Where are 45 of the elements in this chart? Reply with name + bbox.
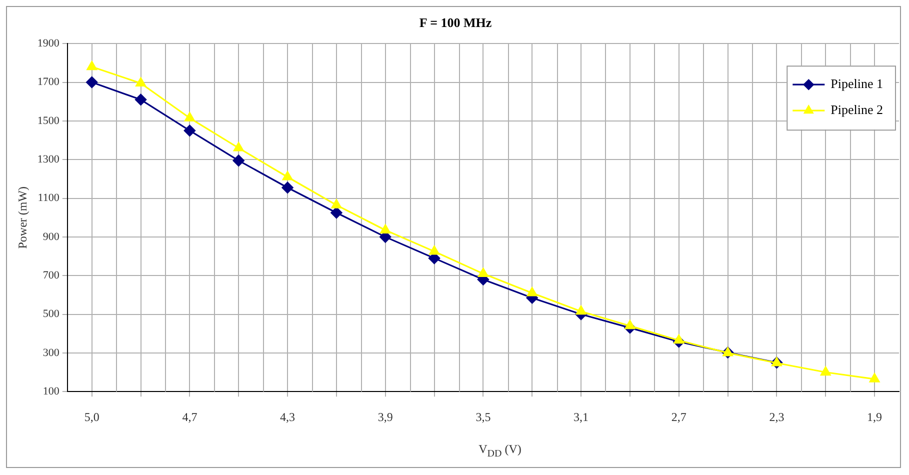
- y-tick-label: 700: [42, 269, 60, 282]
- point: [136, 77, 146, 87]
- y-tick-label: 1700: [37, 76, 60, 88]
- x-tick-label: 3,9: [378, 410, 393, 424]
- x-tick-label: 4,7: [182, 410, 198, 424]
- y-tick-label: 500: [42, 308, 60, 320]
- point: [232, 154, 244, 166]
- point: [233, 142, 244, 152]
- x-tick-label: 2,3: [769, 410, 784, 424]
- legend-label: Pipeline 2: [830, 102, 884, 118]
- point: [282, 171, 293, 180]
- point: [869, 373, 880, 382]
- point: [429, 246, 440, 255]
- x-tick-label: 5,0: [84, 410, 100, 424]
- y-tick-label: 1100: [38, 192, 60, 204]
- point: [184, 124, 196, 136]
- legend-label: Pipeline 1: [830, 76, 884, 92]
- x-tick-label: 1,9: [867, 410, 882, 424]
- y-tick-label: 100: [42, 385, 60, 398]
- point: [674, 334, 684, 344]
- point: [624, 320, 636, 330]
- x-tick-label: 3,5: [476, 410, 491, 424]
- y-tick-label: 900: [42, 230, 60, 243]
- y-tick-label: 1500: [37, 114, 60, 127]
- point: [86, 76, 98, 88]
- x-tick-label: 2,7: [671, 410, 686, 424]
- y-tick-label: 300: [42, 346, 60, 359]
- point: [576, 306, 586, 315]
- point: [478, 268, 488, 277]
- point: [184, 112, 195, 122]
- point: [134, 94, 147, 106]
- chart-title: F = 100 MHz: [419, 15, 492, 30]
- x-axis-title: V$_{DD}$ (V): [478, 442, 522, 460]
- y-axis-title: Power (mW): [15, 186, 30, 249]
- point: [331, 199, 342, 208]
- x-tick-label: 3,1: [574, 410, 589, 424]
- point: [380, 224, 390, 234]
- point: [820, 366, 831, 376]
- point: [526, 287, 538, 296]
- y-tick-label: 1900: [37, 37, 60, 50]
- point: [86, 61, 97, 70]
- point: [282, 182, 294, 194]
- y-tick-label: 1300: [37, 153, 60, 166]
- x-tick-label: 4,3: [280, 410, 296, 424]
- point: [330, 206, 342, 219]
